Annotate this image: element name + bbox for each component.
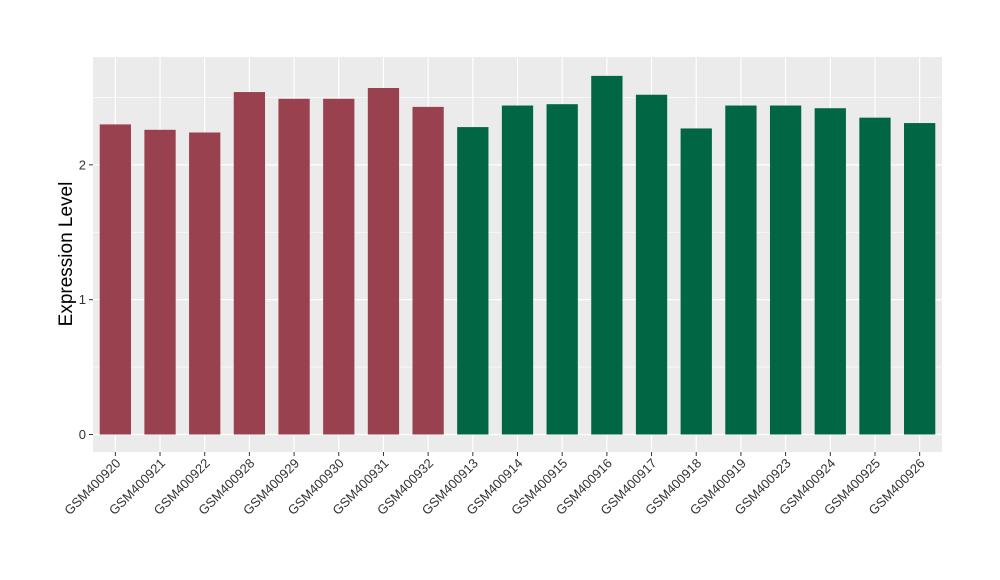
bar-GSM400915 [546, 104, 578, 435]
bar-GSM400914 [501, 105, 534, 435]
bar-GSM400917 [635, 94, 668, 435]
bar-GSM400932 [412, 106, 444, 435]
bar-GSM400916 [591, 75, 623, 435]
y-axis-title: Expression Level [56, 182, 77, 327]
bar-GSM400925 [859, 117, 891, 435]
bar-GSM400919 [725, 105, 757, 435]
bar-GSM400918 [680, 128, 712, 435]
y-tick-label: 2 [79, 157, 86, 172]
bars [99, 75, 936, 435]
bar-GSM400926 [904, 123, 936, 435]
bar-GSM400924 [814, 108, 846, 435]
bar-GSM400921 [144, 129, 176, 435]
bar-GSM400929 [278, 98, 310, 435]
y-tick-label: 1 [79, 292, 86, 307]
bar-GSM400922 [189, 132, 221, 435]
bar-GSM400923 [769, 105, 802, 435]
y-tick-label: 0 [79, 427, 86, 442]
y-axis: 0 1 2 [79, 157, 93, 442]
bar-GSM400931 [367, 88, 400, 435]
bar-GSM400920 [99, 124, 131, 435]
bar-GSM400928 [233, 92, 266, 435]
bar-GSM400930 [323, 98, 355, 435]
x-axis: GSM400920GSM400921GSM400922GSM400928GSM4… [61, 452, 928, 518]
bar-GSM400913 [457, 127, 489, 435]
